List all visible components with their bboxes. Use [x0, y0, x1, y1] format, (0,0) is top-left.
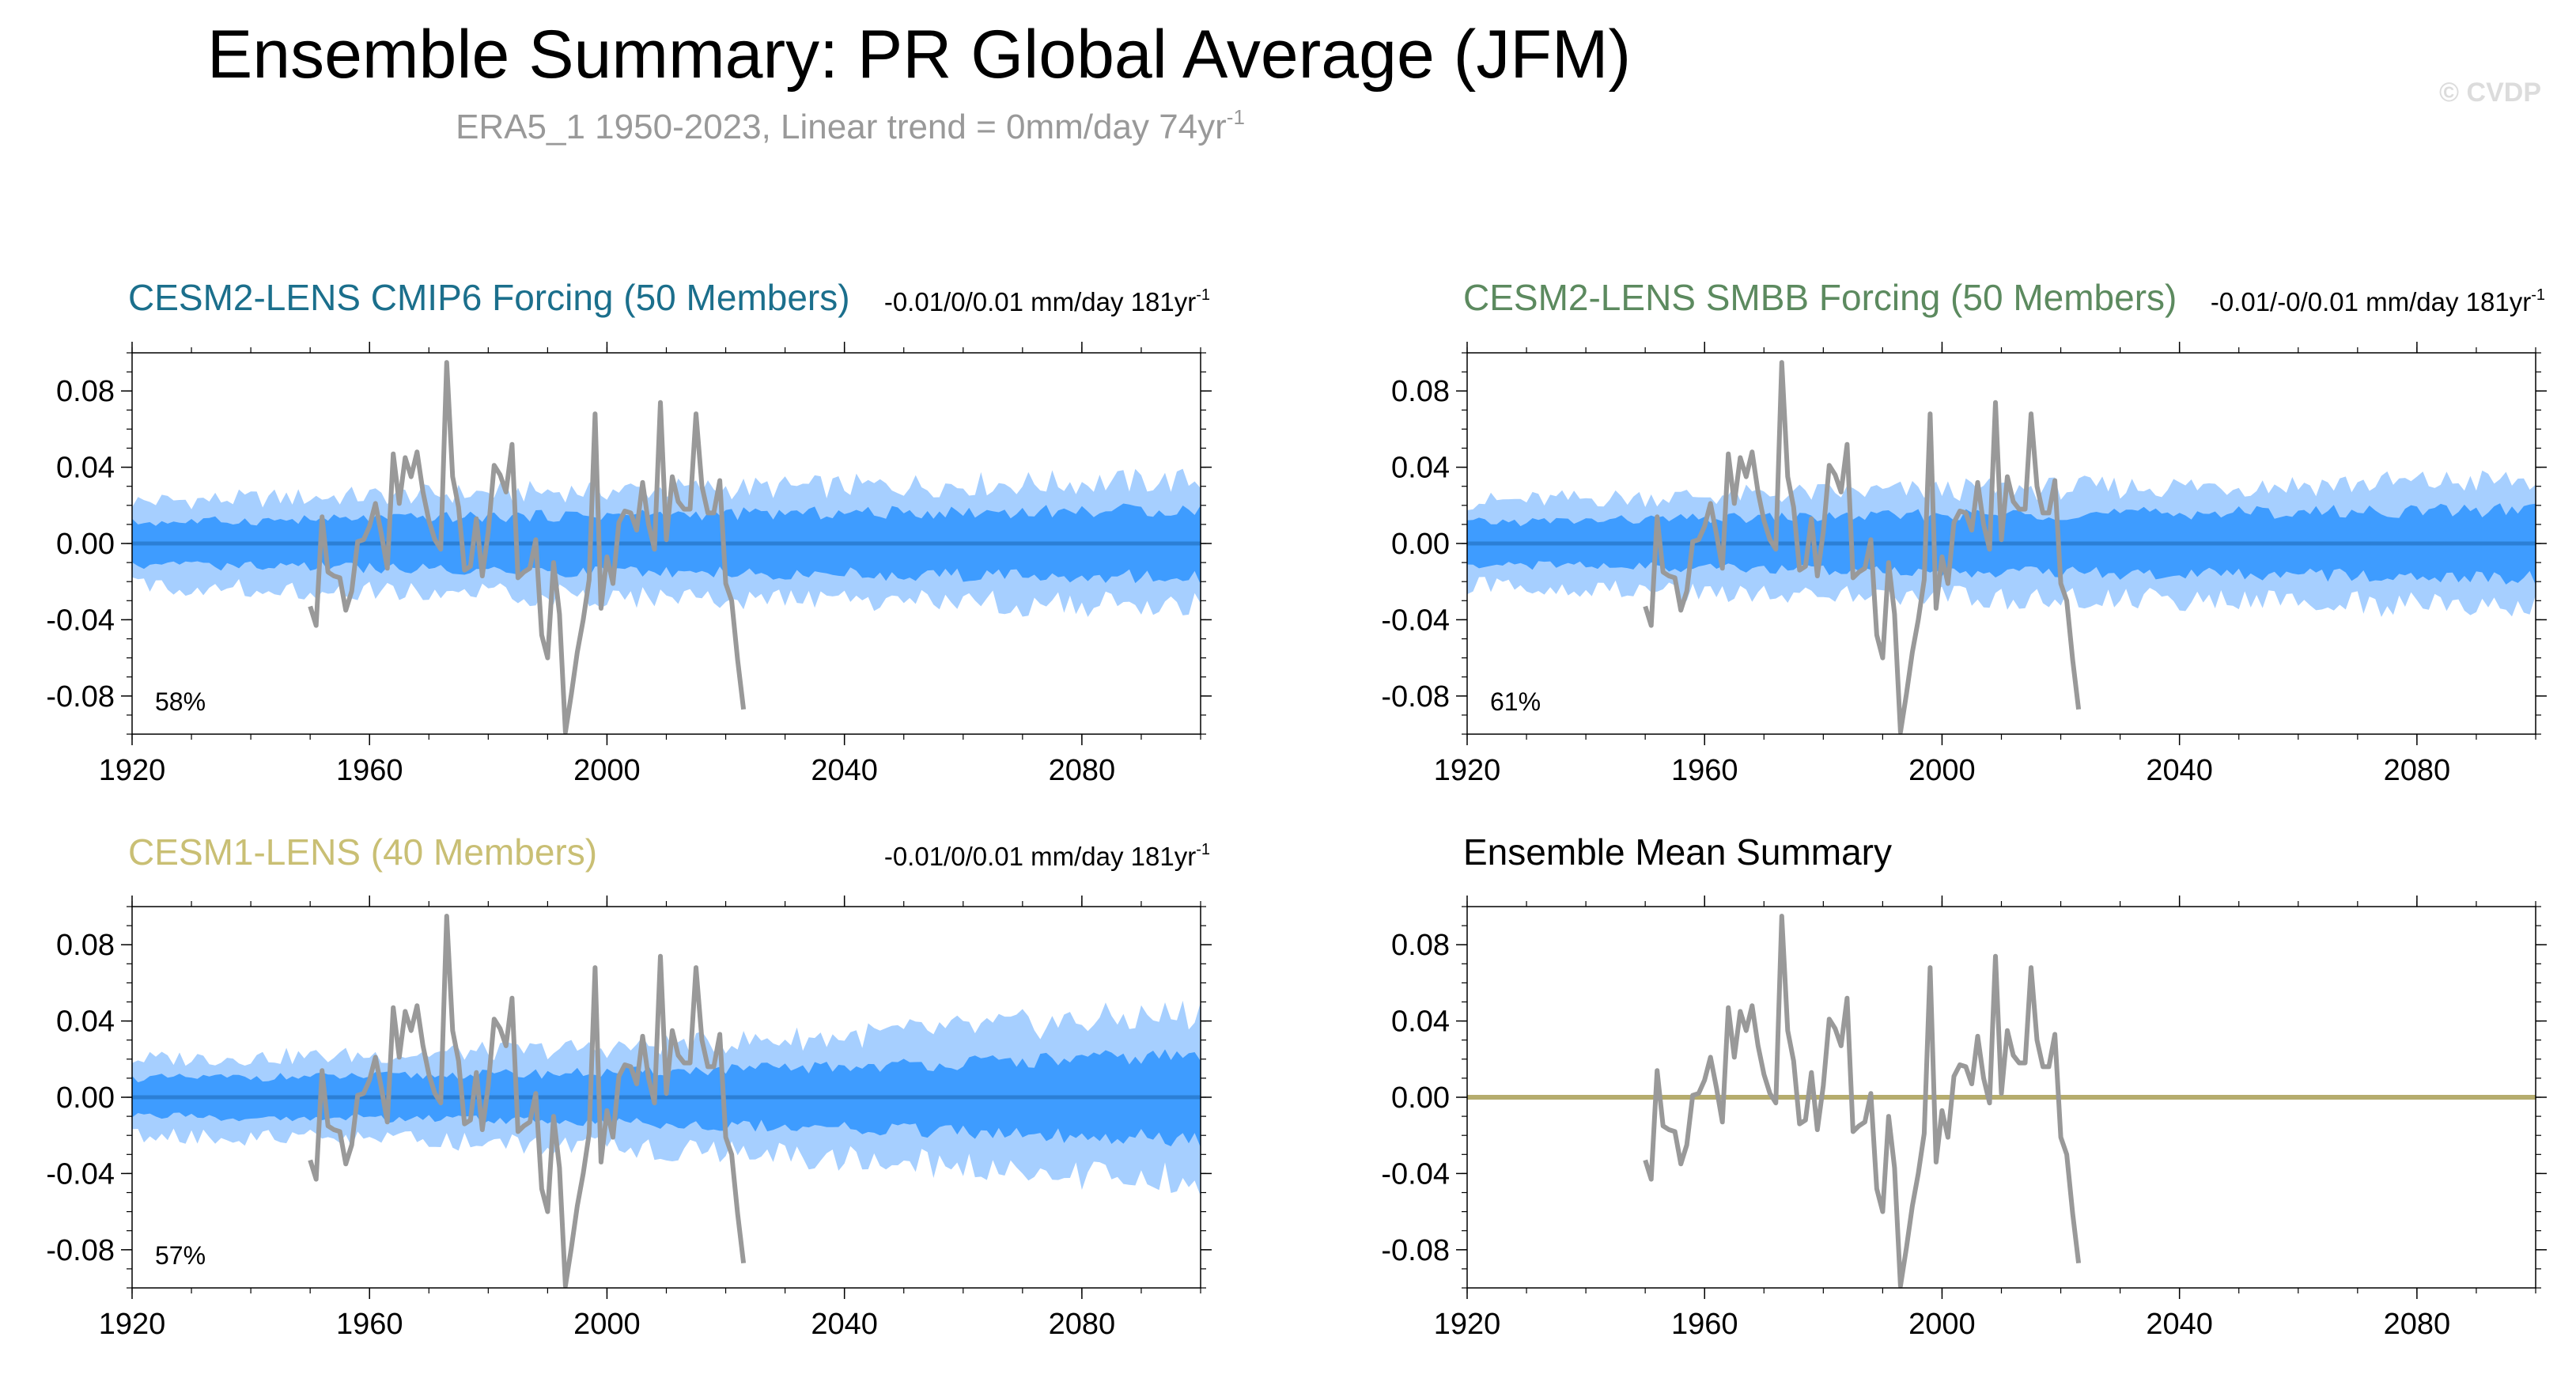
y-tick-label: -0.08	[46, 1234, 115, 1267]
y-tick-label: 0.04	[56, 452, 115, 485]
x-tick-label: 2000	[1908, 1308, 1976, 1341]
panel-cesm2-cmip6: CESM2-LENS CMIP6 Forcing (50 Members) -0…	[46, 277, 1212, 787]
plot-frame	[131, 352, 1201, 735]
plot-area: 0.08 0.04 0.00 -0.04 -0.08 1920 1960 2000 2040 20…	[1381, 342, 2547, 787]
x-tick-label: 2080	[2384, 1308, 2451, 1341]
y-tick-label: 0.04	[1391, 1005, 1450, 1039]
y-tick-label: -0.04	[1381, 1157, 1450, 1191]
x-tick-label: 2000	[1908, 754, 1976, 787]
panel-trend: -0.01/-0/0.01 mm/day 181yr-1	[2211, 286, 2545, 316]
x-tick-label: 1920	[99, 1308, 166, 1341]
plot-frame	[131, 906, 1201, 1289]
x-tick-label: 2040	[811, 1308, 878, 1341]
x-tick-label: 2040	[2146, 1308, 2213, 1341]
x-tick-label: 2080	[1049, 1308, 1116, 1341]
y-tick-label: 0.00	[1391, 528, 1450, 561]
y-tick-label: -0.04	[46, 604, 115, 637]
plot-area: 0.08 0.04 0.00 -0.04 -0.08 1920 1960 2000 2040 20…	[46, 342, 1212, 787]
plot-area: 0.08 0.04 0.00 -0.04 -0.08 1920 1960 2000 2040 20…	[1381, 896, 2547, 1341]
x-tick-label: 1960	[336, 754, 403, 787]
y-tick-label: -0.08	[1381, 680, 1450, 714]
percent-label: 57%	[155, 1241, 206, 1270]
percent-label: 61%	[1490, 687, 1541, 716]
x-tick-label: 1920	[1434, 754, 1501, 787]
x-tick-label: 1960	[1671, 1308, 1738, 1341]
x-tick-label: 2000	[573, 754, 641, 787]
panel-title: Ensemble Mean Summary	[1463, 831, 1892, 873]
panel-trend: -0.01/0/0.01 mm/day 181yr-1	[884, 841, 1210, 871]
watermark: © CVDP	[2439, 78, 2541, 108]
y-tick-label: 0.04	[1391, 452, 1450, 485]
x-tick-label: 1920	[99, 754, 166, 787]
observations-line	[1643, 914, 2082, 1289]
plot-frame	[1466, 906, 2536, 1289]
x-tick-label: 1960	[1671, 754, 1738, 787]
x-tick-label: 2080	[2384, 754, 2451, 787]
panel-cesm1-lens: CESM1-LENS (40 Members) -0.01/0/0.01 mm/…	[46, 831, 1212, 1341]
y-tick-label: 0.08	[56, 375, 115, 408]
y-tick-label: 0.00	[56, 1081, 115, 1115]
x-tick-label: 2040	[811, 754, 878, 787]
y-tick-label: 0.08	[56, 929, 115, 962]
y-tick-label: 0.04	[56, 1005, 115, 1039]
y-tick-label: 0.00	[56, 528, 115, 561]
y-tick-label: 0.08	[1391, 375, 1450, 408]
percent-label: 58%	[155, 687, 206, 716]
panel-title: CESM2-LENS SMBB Forcing (50 Members)	[1463, 277, 2177, 318]
figure-title: Ensemble Summary: PR Global Average (JFM…	[207, 17, 1631, 93]
panel-trend: -0.01/0/0.01 mm/day 181yr-1	[884, 286, 1210, 316]
y-tick-label: -0.04	[1381, 604, 1450, 637]
figure-subtitle: ERA5_1 1950-2023, Linear trend = 0mm/day…	[456, 105, 1245, 146]
y-tick-label: 0.00	[1391, 1081, 1450, 1115]
plot-area: 0.08 0.04 0.00 -0.04 -0.08 1920 1960 2000 2040 20…	[46, 896, 1212, 1341]
panel-title: CESM1-LENS (40 Members)	[128, 831, 597, 873]
panel-cesm2-smbb: CESM2-LENS SMBB Forcing (50 Members) -0.…	[1381, 277, 2547, 787]
observations-line	[308, 914, 747, 1289]
x-tick-label: 1920	[1434, 1308, 1501, 1341]
panel-ensemble-mean-summary: Ensemble Mean Summary 0.08 0.04 0.00 -0.04 -…	[1381, 831, 2547, 1341]
observations-line	[1643, 360, 2082, 735]
y-tick-label: -0.08	[1381, 1234, 1450, 1267]
x-tick-label: 2040	[2146, 754, 2213, 787]
x-tick-label: 2080	[1049, 754, 1116, 787]
x-tick-label: 1960	[336, 1308, 403, 1341]
y-tick-label: -0.08	[46, 680, 115, 714]
plot-frame	[1466, 352, 2536, 735]
y-tick-label: 0.08	[1391, 929, 1450, 962]
y-tick-label: -0.04	[46, 1157, 115, 1191]
observations-line	[308, 360, 747, 735]
panel-title: CESM2-LENS CMIP6 Forcing (50 Members)	[128, 277, 850, 318]
x-tick-label: 2000	[573, 1308, 641, 1341]
